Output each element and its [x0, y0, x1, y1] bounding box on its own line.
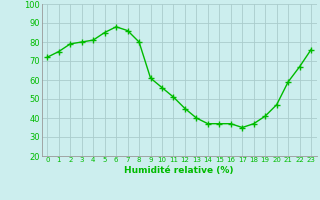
X-axis label: Humidité relative (%): Humidité relative (%) — [124, 166, 234, 175]
